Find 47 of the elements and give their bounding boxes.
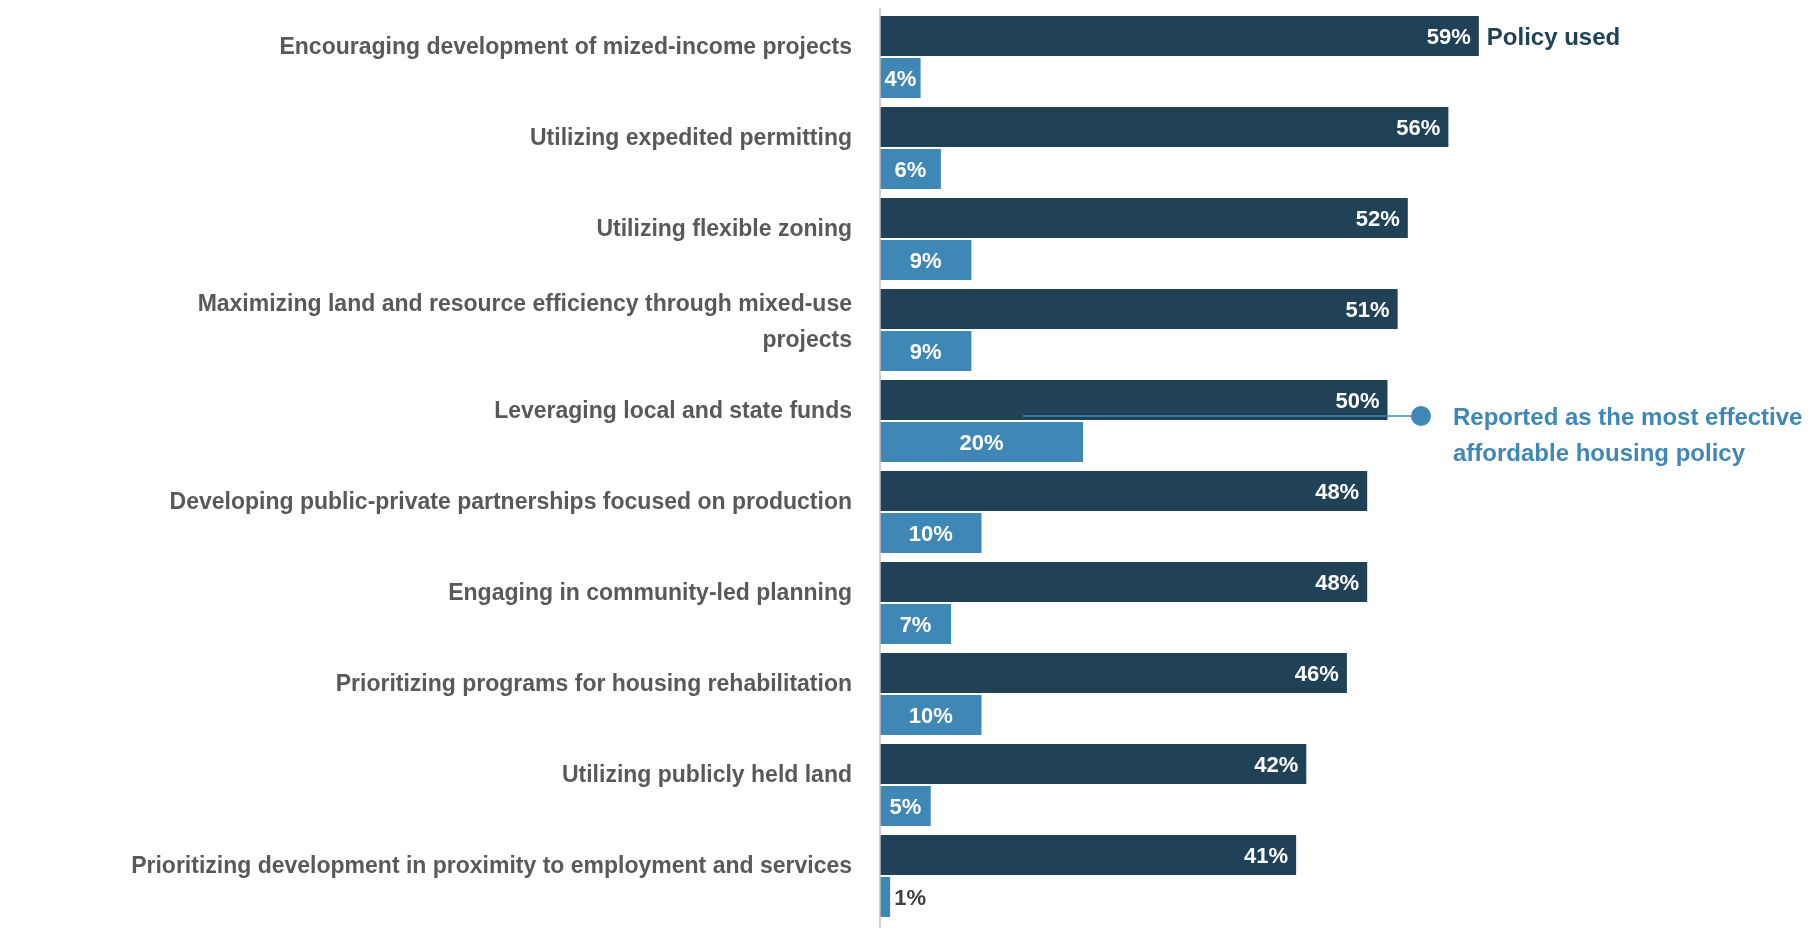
y-tick-label: Leveraging local and state funds [494, 397, 852, 423]
bar [880, 695, 982, 735]
bar [880, 331, 972, 371]
data-label: 6% [894, 157, 927, 182]
bar [880, 240, 972, 280]
y-tick-label: Utilizing flexible zoning [596, 215, 852, 241]
bar [880, 289, 1398, 329]
data-label: 48% [1315, 570, 1360, 595]
bar [880, 513, 982, 553]
series-label: Policy used [1486, 23, 1621, 50]
bar [880, 744, 1307, 784]
data-label: 52% [1355, 206, 1400, 231]
bar [880, 380, 1388, 420]
data-label: 4% [884, 66, 917, 91]
data-label: 51% [1345, 297, 1390, 322]
y-tick-label: Prioritizing programs for housing rehabilitation [335, 670, 852, 696]
data-label: 56% [1396, 115, 1441, 140]
y-tick-label: Developing public-private partnerships focused on production [169, 488, 852, 514]
data-label: 50% [1335, 388, 1380, 413]
data-label: 5% [889, 794, 922, 819]
bar [880, 198, 1408, 238]
data-label: 20% [959, 430, 1004, 455]
bar [880, 835, 1297, 875]
data-label: 10% [908, 521, 953, 546]
data-label: 48% [1315, 479, 1360, 504]
data-label: 46% [1294, 661, 1339, 686]
bar [880, 471, 1368, 511]
legend-label: Reported as the most effective affordable housing policy [1453, 403, 1803, 466]
y-tick-label: Maximizing land and resource efficiency through mixed-use projects [197, 290, 852, 352]
data-label: 9% [909, 248, 942, 273]
data-label: 41% [1244, 843, 1289, 868]
y-tick-label: Utilizing publicly held land [561, 761, 852, 787]
data-label: 59% [1426, 24, 1471, 49]
data-label: 10% [908, 703, 953, 728]
bar [880, 107, 1449, 147]
y-tick-label: Utilizing expedited permitting [529, 124, 852, 150]
y-tick-label: Engaging in community-led planning [448, 579, 852, 605]
data-label: 7% [899, 612, 932, 637]
y-tick-label: Prioritizing development in proximity to employment and services [131, 852, 852, 878]
bar [880, 562, 1368, 602]
bar [880, 422, 1083, 462]
data-label: 1% [894, 885, 926, 910]
bar [880, 16, 1479, 56]
bar [880, 653, 1347, 693]
data-label: 9% [909, 339, 942, 364]
y-tick-label: Encouraging development of mized-income projects [279, 33, 852, 59]
data-label: 42% [1254, 752, 1299, 777]
